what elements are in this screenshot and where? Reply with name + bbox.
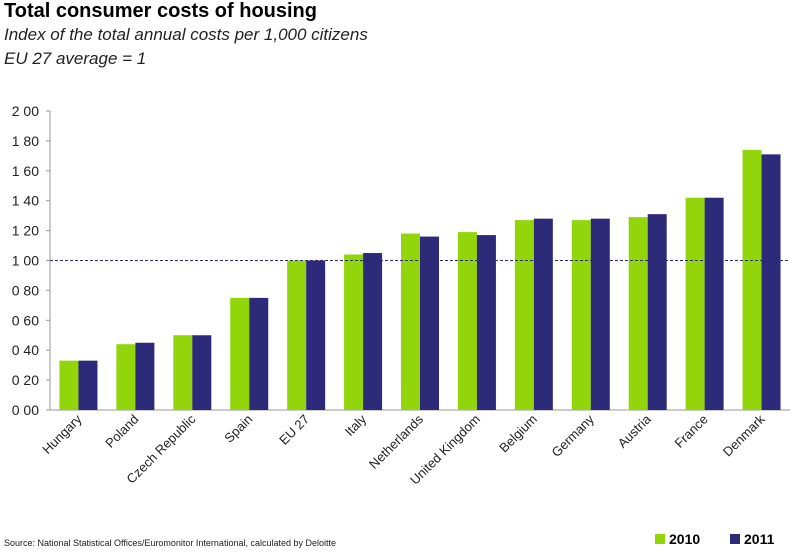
bar-2011-poland [135, 342, 155, 410]
bar-2011-belgium [533, 218, 553, 410]
bar-2010-eu-27 [287, 260, 307, 410]
y-tick-label: 1 20 [12, 223, 39, 239]
x-tick-label: Italy [342, 411, 370, 439]
y-tick-label: 1 60 [12, 163, 39, 179]
x-tick-label: Belgium [496, 412, 540, 456]
bar-2010-italy [344, 254, 364, 410]
y-tick-label: 0 20 [12, 372, 39, 388]
x-tick-label: Spain [221, 412, 255, 446]
chart-title: Total consumer costs of housing [4, 0, 317, 22]
bar-2011-hungary [78, 360, 98, 410]
bar-2010-united-kingdom [457, 232, 477, 410]
bar-2011-netherlands [420, 236, 439, 410]
chart-subtitle: Index of the total annual costs per 1,00… [4, 25, 368, 44]
legend-label-2011: 2011 [744, 531, 775, 547]
bar-2010-france [685, 197, 705, 410]
bar-2011-austria [647, 214, 667, 410]
y-tick-label: 0 40 [12, 342, 39, 358]
chart-subtitle-note: EU 27 average = 1 [4, 49, 147, 68]
x-tick-label: EU 27 [276, 412, 312, 448]
legend-swatch-2011 [730, 534, 740, 544]
legend-item-2011: 2011 [730, 531, 774, 547]
bar-2011-eu-27 [306, 260, 326, 410]
x-tick-label: France [672, 412, 711, 451]
bar-2010-denmark [742, 149, 762, 410]
bar-2010-spain [230, 297, 250, 410]
x-tick-label: Hungary [39, 411, 85, 457]
y-tick-label: 0 60 [12, 312, 39, 328]
bar-2011-italy [363, 253, 383, 410]
bar-2010-poland [116, 344, 136, 410]
legend-label-2010: 2010 [669, 531, 701, 547]
bar-2010-germany [571, 220, 591, 410]
bar-2011-france [704, 197, 724, 410]
x-tick-label: Poland [102, 412, 141, 451]
bar-2010-czech-republic [173, 335, 193, 410]
source-note: Source: National Statistical Offices/Eur… [4, 538, 337, 548]
y-tick-label: 1 00 [12, 253, 39, 269]
x-tick-label: Germany [548, 411, 597, 460]
bar-2010-belgium [514, 220, 534, 410]
x-tick-label: Netherlands [366, 411, 427, 472]
y-tick-label: 0 00 [12, 402, 39, 418]
y-tick-label: 1 80 [12, 133, 39, 149]
legend-swatch-2010 [655, 534, 665, 544]
bar-2010-netherlands [401, 233, 420, 410]
bar-2011-spain [249, 297, 269, 410]
y-tick-label: 0 80 [12, 282, 39, 298]
x-tick-label: Denmark [720, 411, 768, 459]
bar-2011-germany [590, 218, 610, 410]
legend-item-2010: 2010 [655, 531, 700, 547]
bar-2011-united-kingdom [476, 235, 496, 410]
bar-2010-hungary [59, 360, 79, 410]
bar-chart: 0 00 0 20 0 40 0 60 0 80 1 00 1 20 1 40 1 60 1 80… [12, 103, 790, 488]
bar-2010-austria [628, 217, 648, 410]
bar-2011-denmark [761, 154, 781, 410]
y-tick-label: 2 00 [12, 103, 39, 119]
bar-2011-czech-republic [192, 335, 212, 410]
y-tick-label: 1 40 [12, 193, 39, 209]
x-tick-label: Austria [615, 411, 655, 451]
